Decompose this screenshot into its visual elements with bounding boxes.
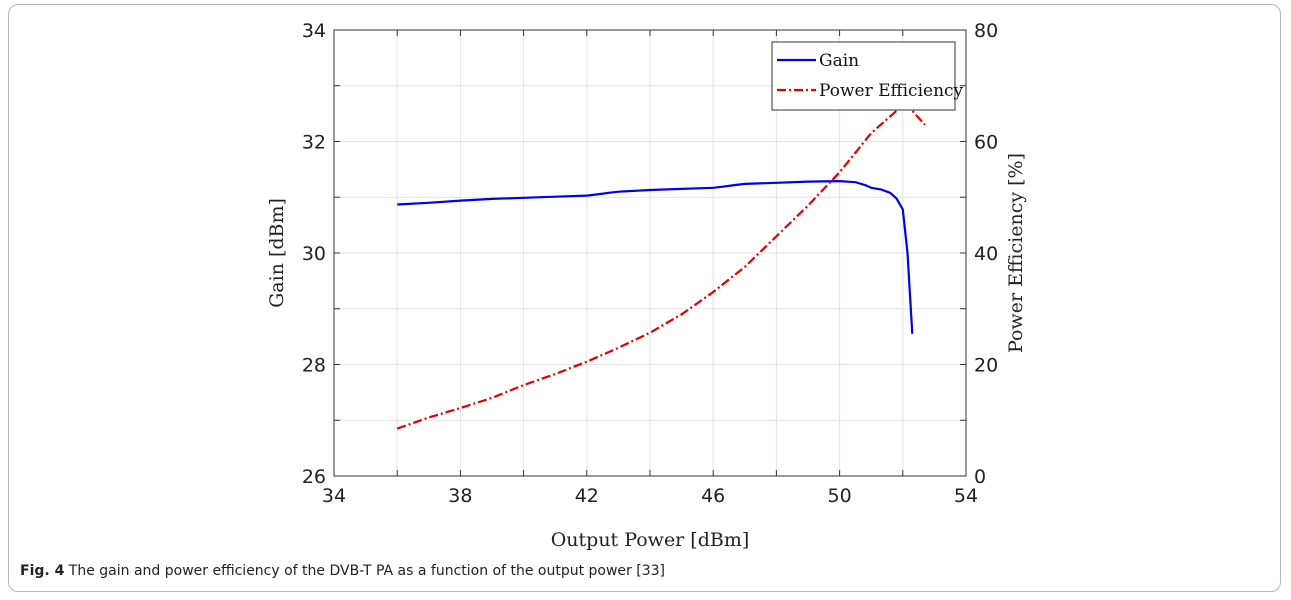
x-axis-title: Output Power [dBm] <box>551 529 750 551</box>
legend-box <box>771 41 956 111</box>
y-right-tick-label: 60 <box>974 132 998 154</box>
caption-text: The gain and power efficiency of the DVB… <box>68 563 665 579</box>
series-line-gain <box>397 180 914 334</box>
x-tick-label: 42 <box>575 485 599 507</box>
series-layer <box>396 104 926 430</box>
y-left-tick-label: 34 <box>302 20 326 42</box>
caption-label: Fig. 4 <box>20 563 65 579</box>
axis-ticks: 34 38 42 46 50 54 26 28 30 32 34 0 20 40 60 80 <box>302 20 998 507</box>
series-line-power-efficiency <box>396 104 926 430</box>
y-right-tick-label: 80 <box>974 20 998 42</box>
x-tick-label: 38 <box>448 485 472 507</box>
legend-label-gain: Gain <box>819 51 859 71</box>
y-axis-left-title: Gain [dBm] <box>266 198 288 308</box>
legend-label-efficiency: Power Efficiency <box>819 81 964 101</box>
y-axis-right-title: Power Efficiency [%] <box>1005 153 1027 353</box>
y-left-tick-label: 32 <box>302 132 326 154</box>
y-left-tick-label: 30 <box>302 243 326 265</box>
x-tick-label: 50 <box>828 485 852 507</box>
figure-caption: Fig. 4 The gain and power efficiency of … <box>20 563 1270 579</box>
x-tick-label: 54 <box>954 485 978 507</box>
legend: Gain Power Efficiency <box>771 41 964 111</box>
y-right-tick-label: 40 <box>974 243 998 265</box>
x-tick-label: 46 <box>701 485 725 507</box>
y-left-tick-label: 26 <box>302 466 326 488</box>
y-right-tick-label: 0 <box>974 466 986 488</box>
figure-frame <box>8 4 1281 592</box>
grid <box>334 30 966 476</box>
y-right-tick-label: 20 <box>974 355 998 377</box>
y-left-tick-label: 28 <box>302 355 326 377</box>
x-tick-label: 34 <box>322 485 346 507</box>
